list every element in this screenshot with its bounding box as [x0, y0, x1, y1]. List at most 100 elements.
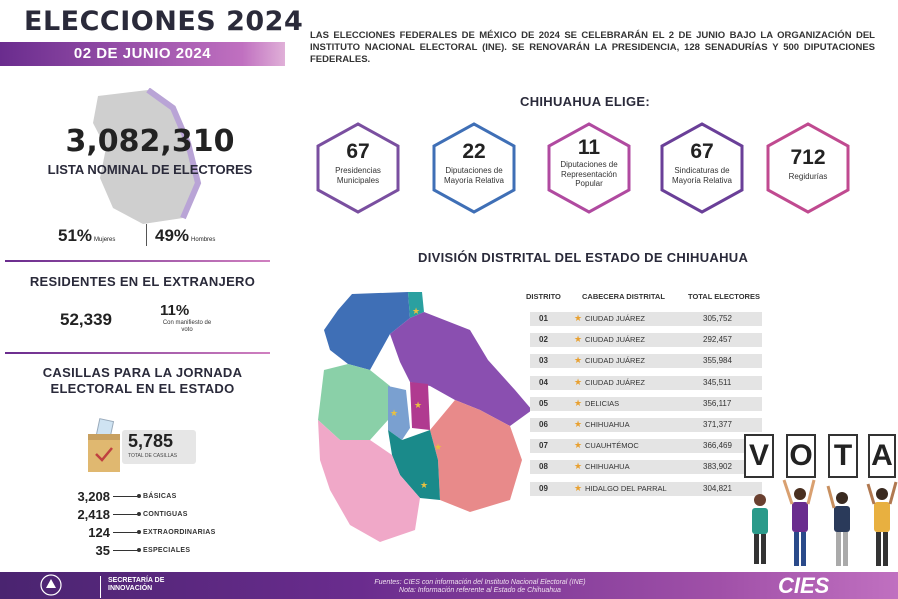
hexagon-shape: [432, 122, 516, 214]
star-icon: ★: [574, 482, 583, 493]
distrito-number: 05: [539, 398, 548, 408]
casilla-row: 2,418 Contiguas: [40, 506, 260, 522]
table-row: 05 ★ Delicias 356,117: [522, 396, 762, 411]
intro-text: Las elecciones federales de México de 20…: [310, 30, 875, 65]
total-electores: 305,752: [703, 314, 732, 323]
table-row: 04 ★ Ciudad Juárez 345,511: [522, 375, 762, 390]
total-electores: 366,469: [703, 441, 732, 451]
elige-hex-diputaciones-mr: 22 Diputaciones de Mayoría Relativa: [428, 122, 520, 214]
table-row: 06 ★ Chihuahua 371,377: [522, 418, 762, 432]
distrito-number: 07: [539, 441, 548, 451]
elige-hex-presidencias: 67 Presidencias Municipales: [312, 122, 404, 214]
hexagon-shape: [547, 122, 631, 214]
row-background: [530, 418, 762, 432]
casilla-type: Especiales: [143, 546, 191, 554]
row-background: [530, 481, 762, 496]
table-header-distrito: Distrito: [526, 292, 561, 301]
casilla-type: Contiguas: [143, 510, 188, 518]
table-row: 07 ★ Cuauhtémoc 366,469: [522, 439, 762, 454]
cabecera-name: Delicias: [585, 398, 620, 408]
row-background: [530, 375, 762, 390]
chihuahua-state-silhouette: [93, 88, 202, 224]
distrito-number: 06: [539, 420, 548, 429]
total-electores: 355,984: [703, 356, 732, 366]
distrito-number: 01: [539, 314, 548, 323]
extranjero-title: Residentes en el extranjero: [29, 274, 256, 289]
cabecera-name: Chihuahua: [585, 462, 630, 472]
distrito-number: 09: [539, 483, 548, 493]
nota-text: Nota: Información referente al Estado de…: [399, 587, 561, 595]
elige-number: 67: [690, 140, 714, 163]
elige-number: 22: [462, 140, 486, 163]
date-banner: 02 de junio 2024: [0, 42, 285, 66]
star-icon: ★: [574, 461, 583, 472]
distrito-number: 08: [539, 462, 548, 472]
cabecera-name: Hidalgo del Parral: [585, 483, 667, 493]
table-row: 09 ★ Hidalgo del Parral 304,821: [522, 481, 762, 496]
cabecera-name: Ciudad Juárez: [585, 314, 646, 323]
casillas-total-box: [122, 430, 196, 464]
district-map: ★ ★ ★ ★ ★: [318, 292, 530, 542]
casilla-count: 2,418: [77, 506, 110, 522]
casilla-count: 35: [95, 542, 110, 558]
connector-line: [113, 511, 141, 516]
hombres-pct: 49%: [155, 226, 190, 245]
star-icon: ★: [574, 440, 583, 451]
table-header-cabecera: Cabecera Distrital: [582, 292, 665, 301]
vota-letter: O: [786, 434, 816, 478]
svg-text:★: ★: [390, 408, 398, 418]
elige-label: Diputaciones de Mayoría Relativa: [443, 166, 505, 185]
elige-number: 67: [346, 140, 370, 163]
table-header-total: Total Electores: [688, 292, 760, 301]
cabecera-name: Cuauhtémoc: [585, 441, 639, 451]
hexagon-shape: [660, 122, 744, 214]
total-electores: 371,377: [703, 420, 732, 429]
row-background: [530, 439, 762, 454]
connector-line: [113, 529, 141, 534]
elige-label: Sindicaturas de Mayoría Relativa: [671, 166, 733, 185]
table-row: 02 ★ Ciudad Juárez 292,457: [522, 333, 762, 348]
lista-nominal-label: Lista Nominal de Electores: [47, 162, 253, 177]
secretaria-label: Secretaría de Innovación: [108, 577, 165, 593]
total-electores: 383,902: [703, 462, 732, 472]
section-divider: [5, 260, 270, 262]
elige-label: Presidencias Municipales: [335, 166, 381, 185]
extranjero-pct: 11%: [160, 302, 190, 319]
section-divider: [5, 352, 270, 354]
vota-letter: A: [868, 434, 896, 478]
hombres-stat: 49% Hombres: [155, 226, 215, 246]
footer-sources: Fuentes: CIES con información del Instit…: [330, 579, 630, 596]
star-icon: ★: [574, 376, 583, 387]
casillas-title: Casillas para la Jornada Electoral en el…: [42, 365, 243, 396]
mujeres-stat: 51% Mujeres: [58, 226, 115, 246]
connector-line: [113, 547, 141, 552]
lista-nominal-total: 3,082,310: [65, 124, 235, 159]
connector-line: [113, 493, 141, 498]
distrito-number: 03: [539, 356, 548, 366]
hexagon-shape: [766, 122, 850, 214]
elige-number: 11: [577, 136, 601, 159]
total-electores: 356,117: [703, 398, 732, 408]
star-icon: ★: [574, 397, 583, 408]
svg-text:★: ★: [434, 442, 442, 452]
svg-text:★: ★: [412, 306, 420, 316]
mujeres-pct: 51%: [58, 226, 93, 245]
state-seal-icon: [40, 574, 62, 596]
elige-title: Chihuahua elige:: [520, 94, 650, 109]
casillas-total: 5,785: [128, 431, 174, 451]
total-electores: 345,511: [703, 377, 732, 387]
hombres-label: Hombres: [191, 237, 216, 243]
row-background: [530, 312, 762, 326]
casilla-row: 3,208 Básicas: [40, 488, 260, 504]
total-electores: 292,457: [703, 335, 732, 345]
elige-hex-diputaciones-rp: 11 Diputaciones de Representación Popula…: [543, 122, 635, 214]
cies-logo: CIES: [778, 573, 830, 598]
fuente-text: Fuentes: CIES con información del Instit…: [374, 579, 586, 586]
mujeres-label: Mujeres: [94, 237, 116, 243]
hexagon-shape: [316, 122, 400, 214]
vota-letter: V: [744, 434, 774, 478]
elige-hex-sindicaturas: 67 Sindicaturas de Mayoría Relativa: [656, 122, 748, 214]
row-background: [530, 396, 762, 411]
casilla-count: 3,208: [77, 488, 110, 504]
star-icon: ★: [574, 334, 583, 345]
